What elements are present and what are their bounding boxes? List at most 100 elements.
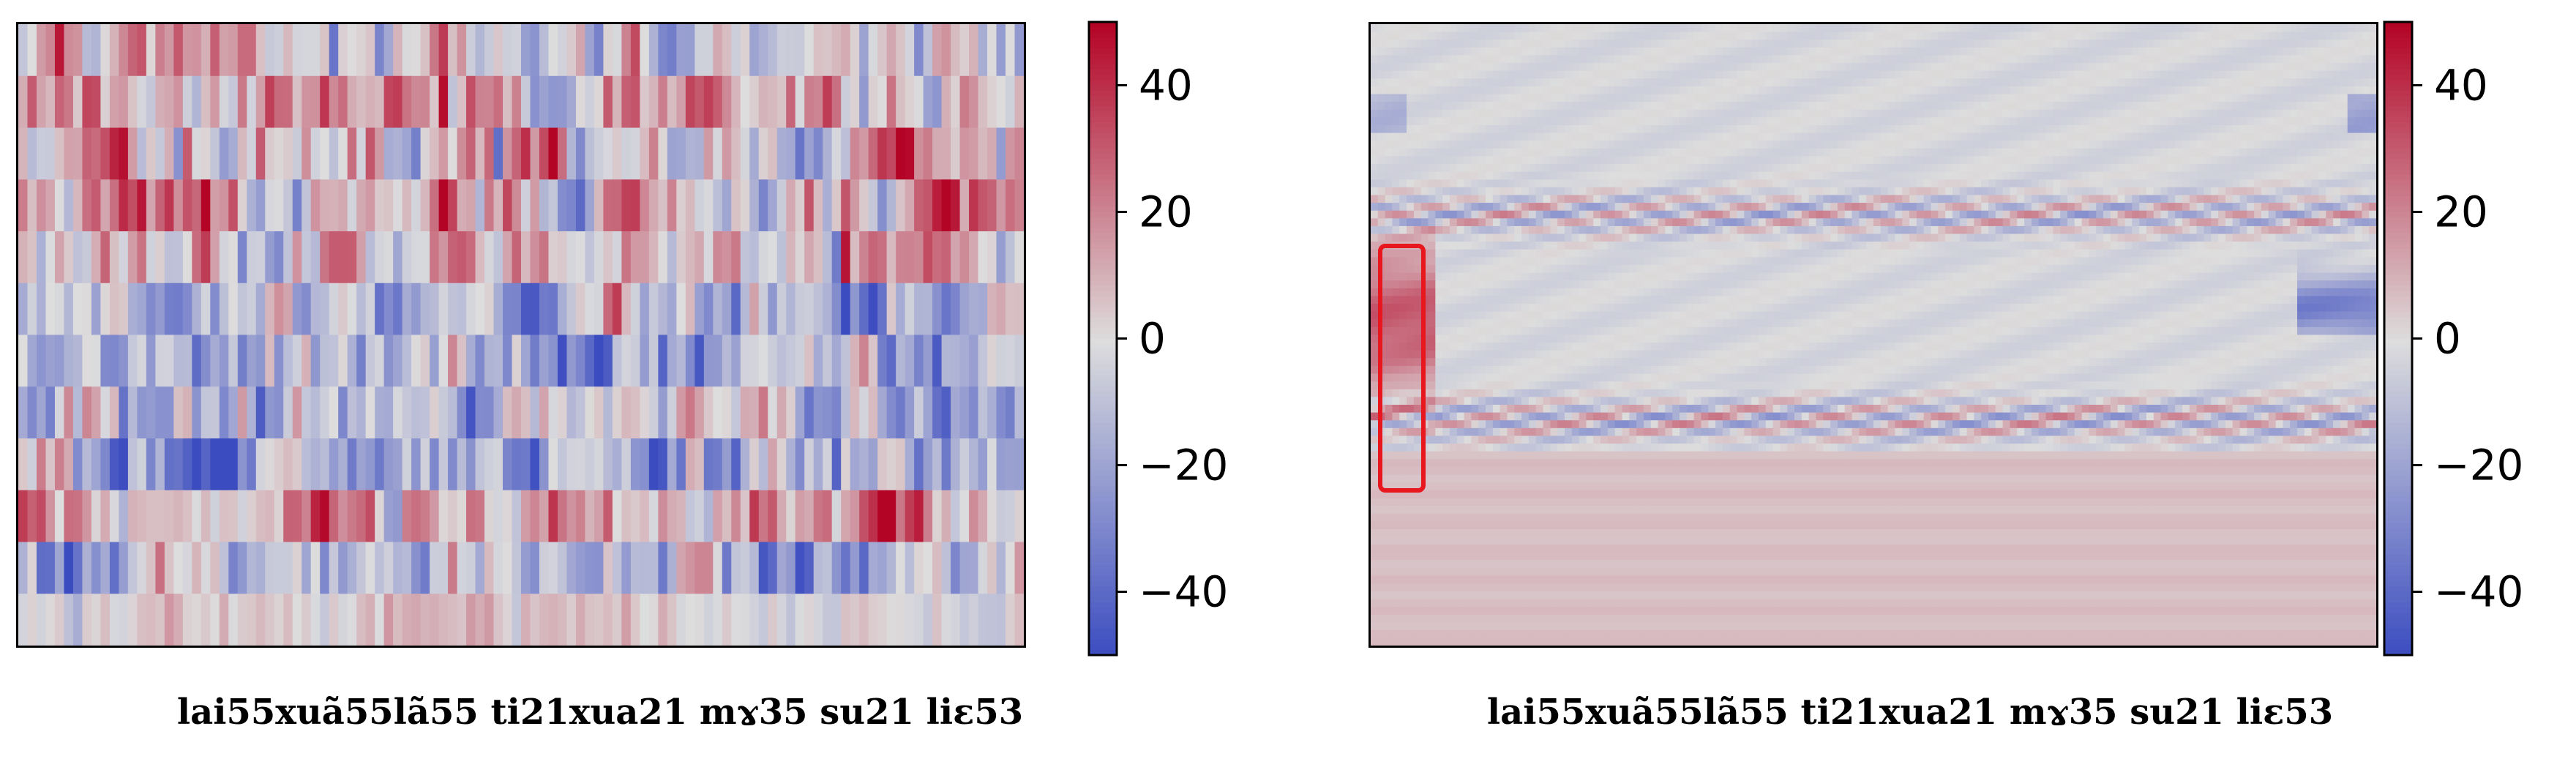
heatmap-cell	[155, 179, 165, 232]
heatmap-cell	[1765, 86, 1774, 95]
heatmap-cell	[1737, 179, 1745, 188]
heatmap-cell	[1895, 187, 1903, 195]
heatmap-cell	[1751, 210, 1759, 219]
heatmap-cell	[2254, 187, 2262, 195]
heatmap-cell	[2239, 24, 2248, 33]
heatmap-cell	[1859, 156, 1868, 165]
heatmap-cell	[247, 334, 257, 387]
heatmap-cell	[1492, 24, 1501, 33]
heatmap-cell	[1600, 86, 1609, 95]
heatmap-cell	[1579, 24, 1587, 33]
heatmap-cell	[1765, 55, 1774, 64]
heatmap-cell	[2074, 156, 2083, 165]
heatmap-cell	[1686, 210, 1695, 219]
heatmap-cell	[2283, 156, 2291, 165]
heatmap-cell	[164, 334, 175, 387]
heatmap-cell	[1801, 78, 1810, 87]
heatmap-cell	[640, 283, 650, 336]
heatmap-cell	[2204, 47, 2212, 56]
heatmap-cell	[1959, 164, 1968, 173]
heatmap-cell	[1895, 47, 1903, 56]
heatmap-cell	[2168, 187, 2176, 195]
heatmap-cell	[1693, 203, 1702, 212]
heatmap-cell	[2103, 156, 2111, 165]
heatmap-cell	[1442, 31, 1450, 40]
heatmap-cell	[987, 490, 997, 543]
heatmap-cell	[1780, 171, 1789, 180]
heatmap-cell	[1765, 31, 1774, 40]
heatmap-cell	[1765, 63, 1774, 72]
heatmap-cell	[1593, 94, 1601, 102]
heatmap-cell	[1492, 31, 1501, 40]
heatmap-cell	[905, 283, 915, 336]
heatmap-cell	[2189, 70, 2198, 79]
heatmap-cell	[2168, 171, 2176, 180]
heatmap-cell	[1385, 117, 1393, 126]
heatmap-cell	[411, 438, 422, 491]
heatmap-cell	[1377, 109, 1386, 118]
heatmap-cell	[987, 231, 997, 284]
heatmap-cell	[1830, 203, 1838, 212]
heatmap-cell	[978, 283, 988, 336]
heatmap-cell	[2175, 179, 2183, 188]
heatmap-cell	[823, 283, 833, 336]
heatmap-cell	[393, 542, 403, 594]
heatmap-cell	[1643, 109, 1652, 118]
heatmap-cell	[685, 283, 696, 336]
heatmap-cell	[1794, 78, 1802, 87]
colorbar-segment	[1089, 354, 1117, 361]
heatmap-cell	[1816, 109, 1824, 118]
heatmap-cell	[1492, 124, 1501, 134]
heatmap-cell	[1981, 86, 1989, 95]
heatmap-cell	[1808, 63, 1817, 72]
heatmap-cell	[1486, 47, 1494, 56]
heatmap-cell	[2290, 171, 2298, 180]
heatmap-cell	[1629, 94, 1637, 102]
heatmap-cell	[2247, 40, 2255, 48]
heatmap-cell	[831, 438, 842, 491]
heatmap-cell	[283, 334, 293, 387]
heatmap-cell	[1801, 86, 1810, 95]
heatmap-cell	[1514, 132, 1522, 141]
heatmap-cell	[1528, 132, 1537, 141]
heatmap-cell	[1981, 94, 1989, 102]
heatmap-cell	[1464, 94, 1472, 102]
heatmap-cell	[365, 542, 375, 594]
heatmap-cell	[1837, 156, 1846, 165]
heatmap-cell	[1938, 187, 1946, 195]
heatmap-cell	[969, 179, 979, 232]
heatmap-cell	[1665, 31, 1674, 40]
heatmap-cell	[1780, 31, 1789, 40]
heatmap-cell	[2024, 102, 2032, 111]
heatmap-cell	[530, 438, 540, 491]
heatmap-cell	[740, 24, 751, 77]
heatmap-cell	[210, 24, 220, 77]
heatmap-cell	[2117, 141, 2126, 149]
heatmap-cell	[1650, 164, 1659, 173]
heatmap-cell	[923, 334, 933, 387]
heatmap-cell	[448, 594, 458, 646]
heatmap-cell	[2103, 179, 2111, 188]
heatmap-cell	[1852, 109, 1860, 118]
heatmap-cell	[996, 542, 1006, 594]
heatmap-cell	[621, 127, 632, 180]
heatmap-cell	[2002, 132, 2011, 141]
heatmap-cell	[1859, 164, 1868, 173]
heatmap-cell	[91, 24, 102, 77]
heatmap-cell	[1579, 210, 1587, 219]
heatmap-cell	[2369, 86, 2376, 95]
heatmap-cell	[1952, 132, 1961, 141]
heatmap-cell	[1880, 203, 1889, 212]
heatmap-cell	[1880, 117, 1889, 126]
heatmap-cell	[2268, 210, 2277, 219]
heatmap-cell	[1758, 179, 1767, 188]
heatmap-cell	[1442, 70, 1450, 79]
heatmap-cell	[2110, 24, 2119, 33]
heatmap-cell	[1579, 148, 1587, 157]
heatmap-cell	[795, 75, 806, 129]
heatmap-cell	[1486, 78, 1494, 87]
heatmap-cell	[2232, 148, 2241, 157]
heatmap-cell	[1528, 203, 1537, 212]
heatmap-cell	[2218, 164, 2226, 173]
heatmap-cell	[1371, 78, 1379, 87]
